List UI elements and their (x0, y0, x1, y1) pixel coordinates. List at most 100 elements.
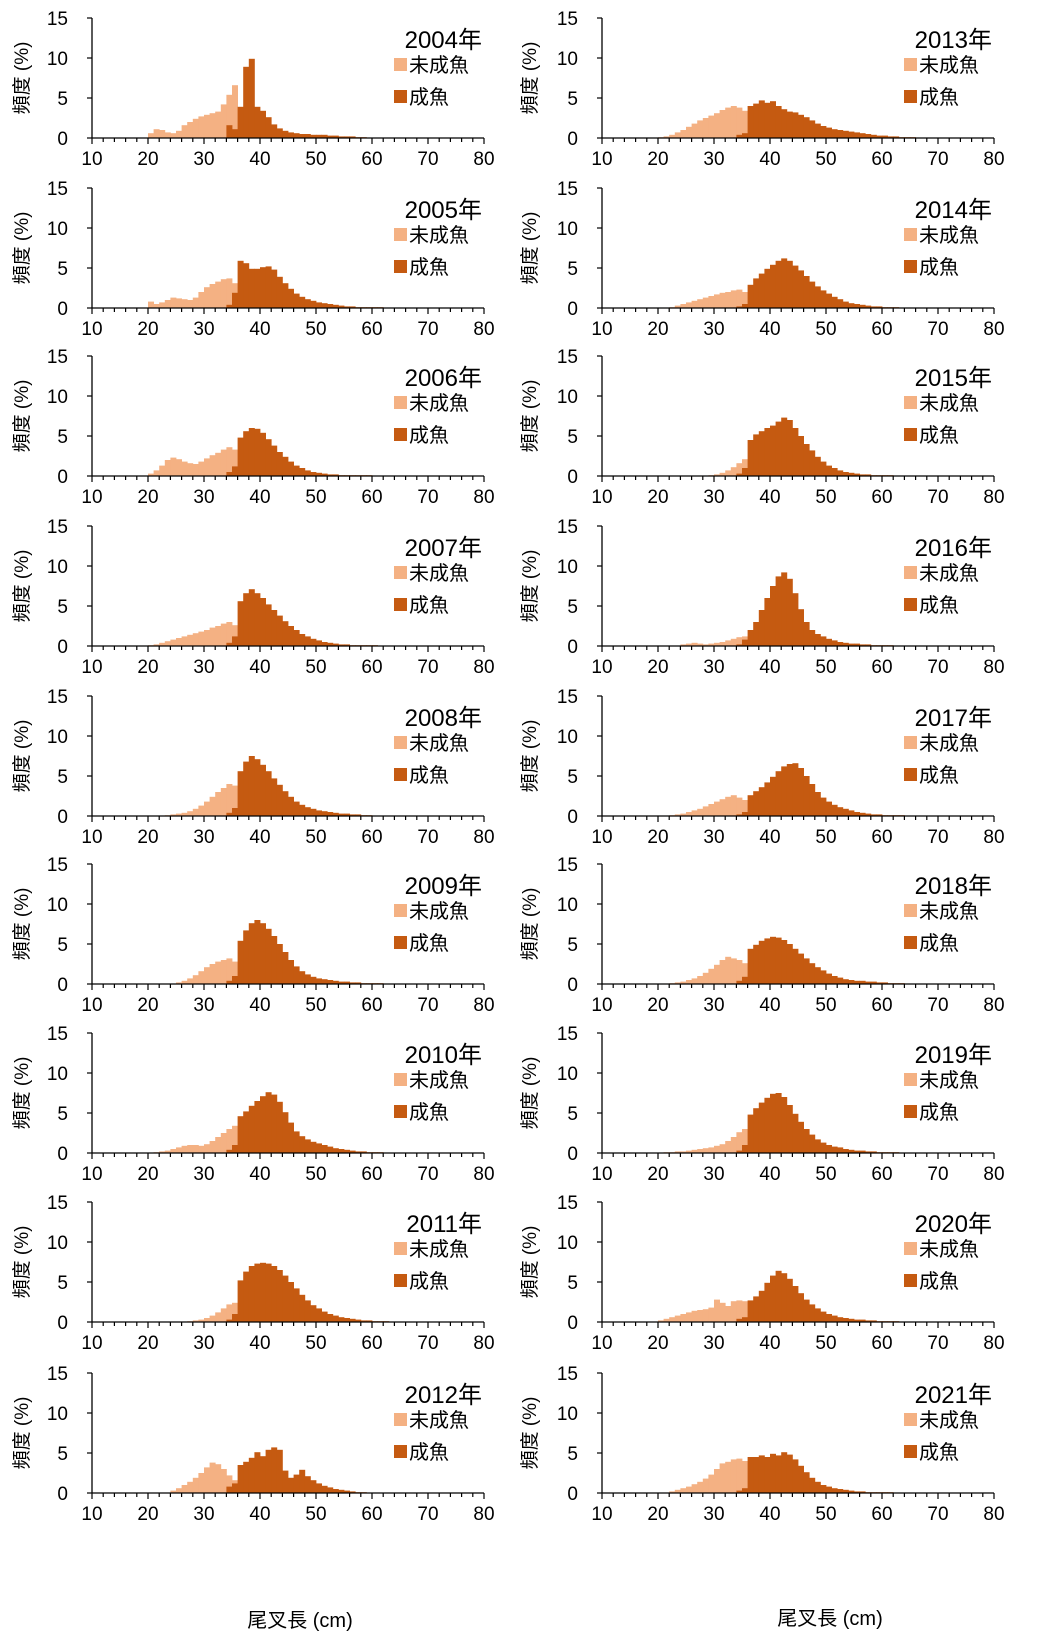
y-tick-label: 10 (557, 727, 578, 748)
bar-mature (865, 644, 872, 646)
x-tick-label: 20 (647, 1164, 668, 1185)
bar-mature (859, 304, 866, 308)
bar-immature (204, 1318, 210, 1322)
y-tick-label: 0 (57, 1313, 68, 1334)
x-tick-label: 30 (703, 1504, 724, 1525)
legend-label-mature: 成魚 (409, 1101, 449, 1124)
bar-mature (736, 134, 743, 138)
bar-immature (198, 461, 205, 476)
x-tick-label: 50 (305, 657, 326, 678)
bar-immature (215, 961, 222, 984)
bar-mature (753, 1108, 760, 1153)
bar-mature (232, 808, 238, 816)
x-tick-label: 60 (361, 1333, 382, 1354)
x-tick-label: 20 (137, 995, 158, 1016)
x-tick-label: 20 (647, 1333, 668, 1354)
y-tick-label: 0 (57, 299, 68, 320)
bar-mature (282, 791, 289, 816)
bar-mature (814, 967, 821, 984)
panel-year-title: 2020年 (915, 1211, 992, 1238)
bar-mature (820, 290, 827, 308)
bar-mature (327, 304, 334, 308)
bar-mature (865, 1151, 872, 1153)
bar-mature (770, 1453, 776, 1493)
bar-mature (310, 1141, 317, 1153)
bar-immature (181, 299, 188, 308)
bar-mature (775, 1455, 782, 1493)
y-tick-label: 10 (557, 49, 578, 70)
y-axis-title: 頻度 (%) (11, 212, 33, 285)
bar-mature (775, 1270, 782, 1322)
bar-mature (747, 1300, 754, 1322)
bar-immature (742, 800, 748, 816)
x-tick-label: 30 (703, 487, 724, 508)
bar-immature (736, 1300, 743, 1322)
bar-mature (316, 1308, 322, 1322)
y-tick-label: 5 (57, 1444, 68, 1465)
legend-swatch-immature (394, 228, 407, 241)
x-tick-label: 10 (591, 319, 612, 340)
bar-mature (237, 1465, 244, 1493)
bar-immature (742, 1129, 748, 1153)
bar-mature (775, 421, 782, 476)
bar-mature (837, 977, 844, 984)
bar-immature (153, 470, 160, 476)
bar-mature (355, 982, 362, 984)
bar-mature (854, 812, 860, 816)
bar-mature (758, 100, 765, 138)
bar-immature (220, 623, 227, 646)
bar-mature (758, 940, 765, 984)
x-tick-label: 50 (815, 487, 836, 508)
bar-mature (859, 1491, 866, 1493)
y-axis-title: 頻度 (%) (519, 380, 541, 453)
y-tick-label: 0 (57, 807, 68, 828)
bar-immature (719, 472, 726, 476)
bar-mature (237, 771, 244, 816)
bar-immature (708, 1147, 715, 1153)
bar-mature (338, 1317, 345, 1322)
y-tick-label: 5 (567, 767, 578, 788)
bar-immature (220, 1469, 227, 1493)
x-tick-label: 80 (983, 1504, 1004, 1525)
bar-mature (310, 976, 317, 984)
bar-mature (271, 936, 278, 984)
bar-immature (226, 447, 233, 476)
bar-immature (719, 642, 726, 646)
x-tick-label: 40 (759, 657, 780, 678)
y-tick-label: 15 (47, 9, 68, 30)
x-tick-label: 50 (815, 1333, 836, 1354)
x-tick-label: 60 (361, 149, 382, 170)
bar-mature (814, 1308, 821, 1322)
y-tick-label: 10 (557, 1064, 578, 1085)
legend-label-immature: 未成魚 (919, 392, 979, 415)
bar-mature (321, 473, 328, 476)
legend-swatch-immature (904, 396, 917, 409)
bar-mature (344, 1490, 350, 1493)
bar-mature (288, 626, 294, 646)
bar-mature (226, 304, 233, 308)
y-tick-label: 10 (47, 895, 68, 916)
bar-mature (820, 636, 827, 646)
legend-swatch-mature (394, 1274, 407, 1287)
bar-immature (176, 1488, 182, 1493)
legend-swatch-mature (394, 260, 407, 273)
bar-mature (299, 468, 306, 476)
bar-mature (736, 306, 743, 308)
bar-immature (730, 958, 737, 984)
bar-mature (770, 776, 776, 816)
bar-mature (792, 112, 799, 138)
bar-mature (254, 1101, 261, 1153)
bar-mature (826, 1486, 832, 1493)
bar-immature (702, 1148, 709, 1153)
bar-mature (854, 1319, 860, 1322)
x-tick-label: 70 (927, 1504, 948, 1525)
y-tick-label: 0 (567, 1484, 578, 1505)
bar-immature (153, 129, 160, 138)
y-axis-title: 頻度 (%) (11, 380, 33, 453)
bar-mature (254, 1452, 261, 1493)
bar-mature (304, 470, 311, 476)
bar-mature (831, 1315, 838, 1322)
bar-mature (282, 456, 289, 476)
bar-mature (758, 1102, 765, 1153)
